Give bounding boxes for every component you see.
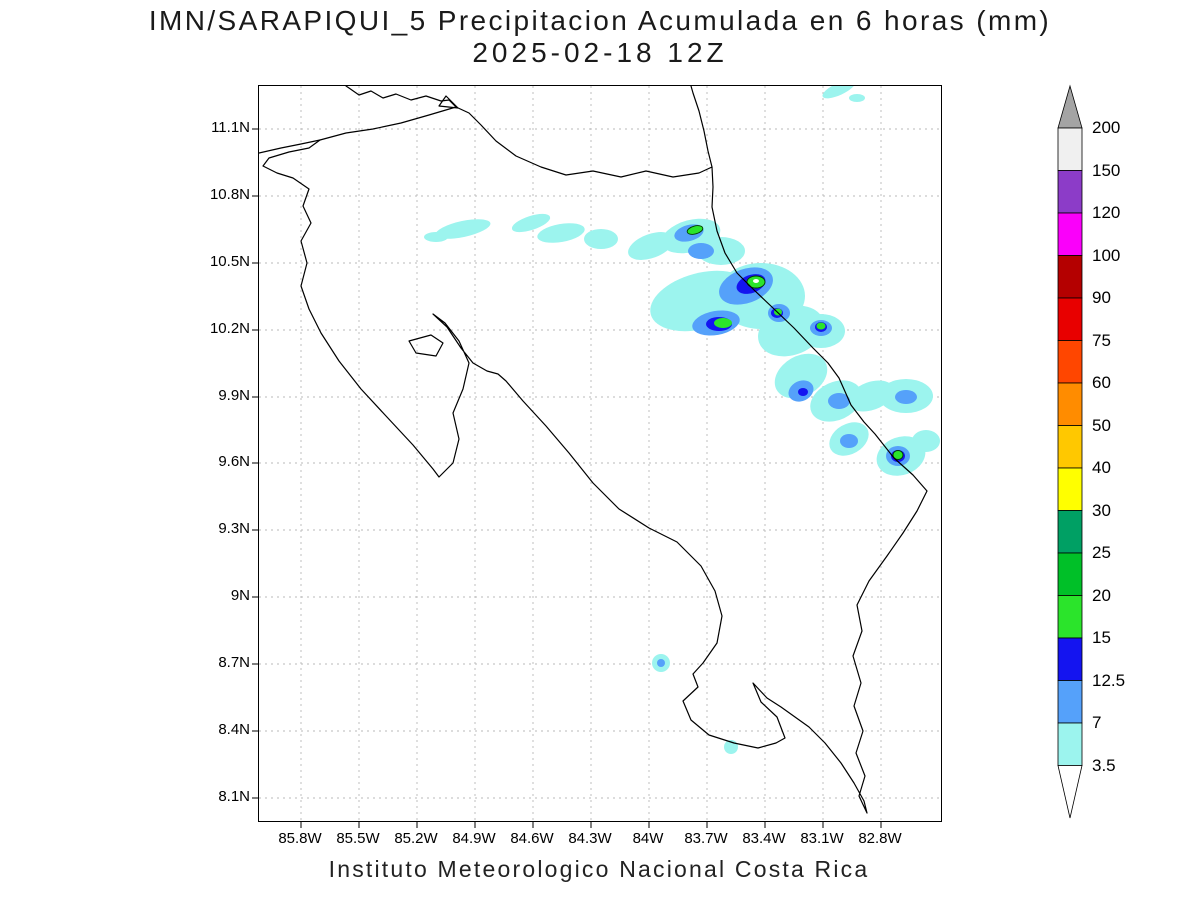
rain-cell [537, 223, 585, 243]
grid-lines [259, 86, 941, 821]
rain-cell [424, 232, 448, 242]
lon-tick-label: 84.9W [452, 830, 496, 847]
rain-cell [798, 388, 808, 396]
lake-nicaragua-shore [345, 86, 457, 108]
colorbar-segment [1057, 680, 1083, 724]
colorbar-segment [1057, 297, 1083, 341]
lat-tick-label: 9.9N [218, 387, 250, 404]
rain-cell [714, 318, 732, 328]
nicoya-estuary [408, 334, 444, 357]
rain-cell [657, 659, 665, 667]
colorbar-segment [1057, 255, 1083, 299]
institution-caption: Instituto Meteorologico Nacional Costa R… [328, 856, 870, 882]
rain-cell [688, 243, 714, 259]
rain-area-light [424, 86, 940, 754]
lat-tick-label: 9N [230, 587, 250, 604]
rain-cell [435, 219, 491, 239]
page-title: IMN/SARAPIQUI_5 Precipitacion Acumulada … [148, 5, 1052, 36]
costa-rica-outline [262, 106, 928, 814]
colorbar-tick-label: 30 [1092, 501, 1111, 520]
colorbar-tick-label: 200 [1092, 118, 1121, 137]
colorbar-tick-label: 25 [1092, 543, 1111, 562]
colorbar [1057, 84, 1083, 819]
lat-tick-label: 9.6N [218, 453, 250, 470]
lat-tick-label: 9.3N [218, 520, 250, 537]
rain-cell [584, 229, 618, 249]
colorbar-arrow-bottom [1057, 765, 1083, 819]
axis-ticks [252, 128, 882, 828]
colorbar-segment [1057, 510, 1083, 554]
colorbar-segment [1057, 340, 1083, 384]
colorbar-tick-label: 40 [1092, 458, 1111, 477]
colorbar-arrow-top [1057, 84, 1083, 129]
rain-cell [912, 430, 940, 452]
colorbar-tick-label: 60 [1092, 373, 1111, 392]
lat-tick-label: 8.7N [218, 654, 250, 671]
rain-cell [697, 237, 745, 265]
colorbar-tick-label: 120 [1092, 203, 1121, 222]
colorbar-segment [1057, 722, 1083, 766]
precipitation-field [424, 86, 940, 754]
colorbar-segment [1057, 170, 1083, 214]
colorbar-tick-label: 20 [1092, 586, 1111, 605]
rain-cell [828, 393, 850, 409]
colorbar-segment [1057, 595, 1083, 639]
lon-tick-label: 83.4W [742, 830, 786, 847]
lon-tick-label: 85.2W [394, 830, 438, 847]
lat-tick-label: 8.1N [218, 788, 250, 805]
rain-cell-max-center [753, 279, 759, 283]
lon-tick-label: 85.8W [278, 830, 322, 847]
rain-cell [849, 94, 865, 102]
colorbar-tick-label: 75 [1092, 331, 1111, 350]
map-canvas [252, 86, 941, 828]
lon-tick-label: 83.7W [684, 830, 728, 847]
lat-tick-label: 10.2N [209, 320, 250, 337]
colorbar-segment [1057, 382, 1083, 426]
colorbar-tick-label: 7 [1092, 713, 1102, 732]
lon-tick-label: 82.8W [858, 830, 902, 847]
rain-cell [774, 353, 828, 399]
rain-cell [895, 390, 917, 404]
rain-cell [822, 86, 856, 99]
colorbar-segment [1057, 425, 1083, 469]
map-plot-area [252, 85, 942, 828]
rain-cell [892, 450, 904, 460]
rain-cell [816, 322, 826, 330]
lat-tick-label: 8.4N [218, 721, 250, 738]
colorbar-tick-label: 90 [1092, 288, 1111, 307]
colorbar-segment [1057, 637, 1083, 681]
lon-tick-label: 84.6W [510, 830, 554, 847]
rain-cell [840, 434, 858, 448]
rain-cell [511, 213, 551, 233]
rain-cell [686, 225, 704, 235]
lake-island [438, 95, 459, 109]
lat-tick-label: 11.1N [211, 119, 250, 136]
colorbar-segment [1057, 467, 1083, 511]
lat-tick-label: 10.5N [209, 253, 250, 270]
colorbar-tick-label: 15 [1092, 628, 1111, 647]
coastline [259, 86, 928, 814]
colorbar-segment [1057, 212, 1083, 256]
colorbar-tick-label: 50 [1092, 416, 1111, 435]
lon-tick-label: 84.3W [568, 830, 612, 847]
lat-tick-label: 10.8N [209, 186, 250, 203]
colorbar-tick-label: 100 [1092, 246, 1121, 265]
colorbar-tick-label: 150 [1092, 161, 1121, 180]
nicaragua-pacific-coast [259, 139, 321, 154]
page-subtitle-datetime: 2025-02-18 12Z [472, 37, 728, 68]
lon-tick-label: 85.5W [336, 830, 380, 847]
lon-tick-label: 84W [632, 830, 664, 847]
colorbar-tick-label: 12.5 [1092, 671, 1126, 690]
lon-tick-label: 83.1W [800, 830, 844, 847]
colorbar-segment [1057, 127, 1083, 171]
colorbar-segment [1057, 552, 1083, 596]
colorbar-tick-label: 3.5 [1092, 756, 1116, 775]
nicaragua-caribbean-coast [690, 86, 713, 168]
